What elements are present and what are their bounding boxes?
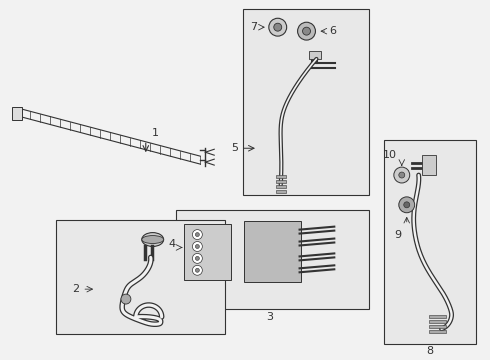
Circle shape	[193, 230, 202, 239]
Circle shape	[404, 202, 410, 208]
Text: 6: 6	[329, 26, 336, 36]
Bar	[276, 185, 286, 188]
FancyBboxPatch shape	[184, 224, 231, 280]
Ellipse shape	[142, 235, 164, 243]
Bar	[276, 180, 286, 183]
Text: 4: 4	[169, 239, 175, 249]
Text: 8: 8	[426, 346, 433, 356]
Circle shape	[121, 294, 131, 304]
Bar	[429, 330, 446, 333]
Circle shape	[274, 23, 282, 31]
Bar	[429, 315, 446, 318]
Bar	[429, 325, 446, 328]
Circle shape	[196, 244, 199, 248]
Bar	[276, 190, 286, 193]
Circle shape	[394, 167, 410, 183]
Text: 7: 7	[250, 22, 257, 32]
Text: 10: 10	[383, 150, 397, 160]
Text: 5: 5	[231, 143, 238, 153]
Bar	[310, 51, 321, 59]
Bar	[175, 210, 369, 309]
Circle shape	[399, 197, 415, 213]
Circle shape	[193, 265, 202, 275]
Circle shape	[297, 22, 316, 40]
Bar	[421, 155, 436, 175]
Bar	[384, 140, 476, 344]
Circle shape	[193, 242, 202, 251]
Circle shape	[193, 253, 202, 264]
Circle shape	[196, 233, 199, 237]
Bar	[12, 107, 22, 121]
Text: 1: 1	[152, 129, 159, 138]
Bar	[56, 220, 225, 334]
Bar	[429, 320, 446, 323]
Text: 3: 3	[266, 312, 273, 322]
Circle shape	[269, 18, 287, 36]
Ellipse shape	[142, 233, 164, 247]
Circle shape	[196, 268, 199, 272]
Bar	[276, 175, 286, 178]
Circle shape	[196, 256, 199, 260]
FancyBboxPatch shape	[244, 221, 300, 282]
Bar	[243, 9, 369, 195]
Text: 2: 2	[72, 284, 79, 294]
Circle shape	[399, 172, 405, 178]
Circle shape	[302, 27, 311, 35]
Text: 9: 9	[394, 230, 401, 239]
